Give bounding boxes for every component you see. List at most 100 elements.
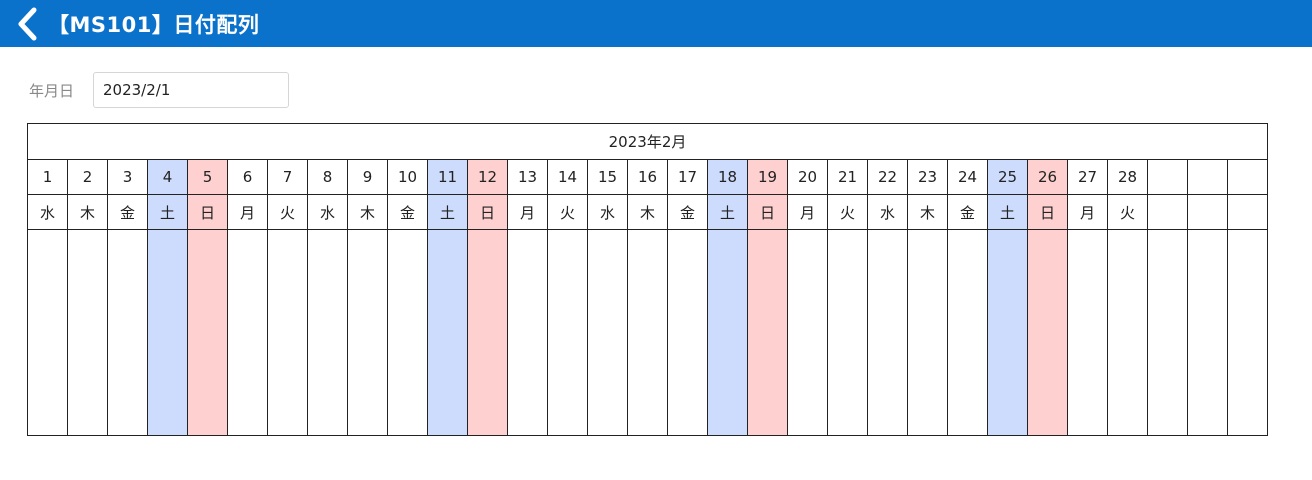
date-cell: 24 — [947, 159, 988, 195]
weekday-cell: 月 — [227, 194, 268, 230]
empty-weekday-cell — [1147, 194, 1188, 230]
date-input[interactable] — [93, 72, 289, 108]
weekday-cell: 土 — [427, 194, 468, 230]
day-body-cell — [267, 229, 308, 436]
date-cell: 15 — [587, 159, 628, 195]
weekday-cell: 火 — [547, 194, 588, 230]
day-body-cell — [547, 229, 588, 436]
date-row: 1 2 3 4 5 6 7 8 9 10 11 12 13 14 15 16 17 18 19 20 21 22 23 24 2… — [27, 159, 1268, 195]
date-form: 年月日 — [29, 71, 289, 109]
weekday-cell: 日 — [467, 194, 508, 230]
date-cell: 18 — [707, 159, 748, 195]
date-cell: 6 — [227, 159, 268, 195]
weekday-cell: 土 — [987, 194, 1028, 230]
day-body-cell — [1067, 229, 1108, 436]
weekday-cell: 水 — [27, 194, 68, 230]
weekday-cell: 金 — [387, 194, 428, 230]
date-cell: 3 — [107, 159, 148, 195]
date-cell: 11 — [427, 159, 468, 195]
day-body-cell — [307, 229, 348, 436]
day-body-cell — [867, 229, 908, 436]
back-button[interactable] — [0, 0, 54, 47]
date-cell: 20 — [787, 159, 828, 195]
weekday-cell: 金 — [947, 194, 988, 230]
date-cell: 19 — [747, 159, 788, 195]
weekday-cell: 木 — [347, 194, 388, 230]
weekday-cell: 水 — [587, 194, 628, 230]
empty-date-cell — [1187, 159, 1228, 195]
date-field-label: 年月日 — [29, 81, 75, 100]
day-body-cell — [747, 229, 788, 436]
weekday-cell: 木 — [67, 194, 108, 230]
day-body-cell — [787, 229, 828, 436]
day-body-cell — [1227, 229, 1268, 436]
chevron-left-icon — [18, 7, 37, 40]
weekday-cell: 月 — [507, 194, 548, 230]
empty-weekday-cell — [1187, 194, 1228, 230]
empty-weekday-cell — [1227, 194, 1268, 230]
weekday-cell: 月 — [787, 194, 828, 230]
weekday-cell: 日 — [1027, 194, 1068, 230]
date-cell: 9 — [347, 159, 388, 195]
weekday-cell: 火 — [827, 194, 868, 230]
day-body-cell — [1107, 229, 1148, 436]
date-cell: 27 — [1067, 159, 1108, 195]
date-cell: 25 — [987, 159, 1028, 195]
day-body-cell — [427, 229, 468, 436]
month-header-row: 2023年2月 — [27, 123, 1268, 160]
date-cell: 14 — [547, 159, 588, 195]
day-body-cell — [907, 229, 948, 436]
calendar-body-row — [27, 229, 1268, 436]
day-body-cell — [347, 229, 388, 436]
date-cell: 23 — [907, 159, 948, 195]
date-cell: 8 — [307, 159, 348, 195]
weekday-cell: 水 — [867, 194, 908, 230]
day-body-cell — [107, 229, 148, 436]
day-body-cell — [467, 229, 508, 436]
weekday-cell: 木 — [627, 194, 668, 230]
weekday-cell: 金 — [667, 194, 708, 230]
empty-date-cell — [1147, 159, 1188, 195]
date-cell: 22 — [867, 159, 908, 195]
day-body-cell — [947, 229, 988, 436]
weekday-cell: 火 — [1107, 194, 1148, 230]
date-cell: 13 — [507, 159, 548, 195]
weekday-cell: 月 — [1067, 194, 1108, 230]
date-cell: 26 — [1027, 159, 1068, 195]
weekday-cell: 金 — [107, 194, 148, 230]
weekday-cell: 火 — [267, 194, 308, 230]
date-cell: 17 — [667, 159, 708, 195]
weekday-row: 水木金土日月火水木金土日月火水木金土日月火水木金土日月火 — [27, 194, 1268, 230]
day-body-cell — [227, 229, 268, 436]
weekday-cell: 木 — [907, 194, 948, 230]
weekday-cell: 土 — [707, 194, 748, 230]
day-body-cell — [627, 229, 668, 436]
month-title: 2023年2月 — [27, 123, 1268, 160]
app-header: 【MS101】日付配列 — [0, 0, 1312, 47]
day-body-cell — [707, 229, 748, 436]
day-body-cell — [987, 229, 1028, 436]
day-body-cell — [187, 229, 228, 436]
date-cell: 10 — [387, 159, 428, 195]
day-body-cell — [1187, 229, 1228, 436]
weekday-cell: 水 — [307, 194, 348, 230]
day-body-cell — [147, 229, 188, 436]
day-body-cell — [67, 229, 108, 436]
weekday-cell: 日 — [187, 194, 228, 230]
day-body-cell — [507, 229, 548, 436]
date-cell: 4 — [147, 159, 188, 195]
day-body-cell — [387, 229, 428, 436]
weekday-cell: 土 — [147, 194, 188, 230]
day-body-cell — [587, 229, 628, 436]
date-cell: 16 — [627, 159, 668, 195]
day-body-cell — [667, 229, 708, 436]
date-cell: 5 — [187, 159, 228, 195]
empty-date-cell — [1227, 159, 1268, 195]
day-body-cell — [27, 229, 68, 436]
day-body-cell — [827, 229, 868, 436]
day-body-cell — [1027, 229, 1068, 436]
weekday-cell: 日 — [747, 194, 788, 230]
date-cell: 1 — [27, 159, 68, 195]
date-cell: 12 — [467, 159, 508, 195]
date-cell: 28 — [1107, 159, 1148, 195]
